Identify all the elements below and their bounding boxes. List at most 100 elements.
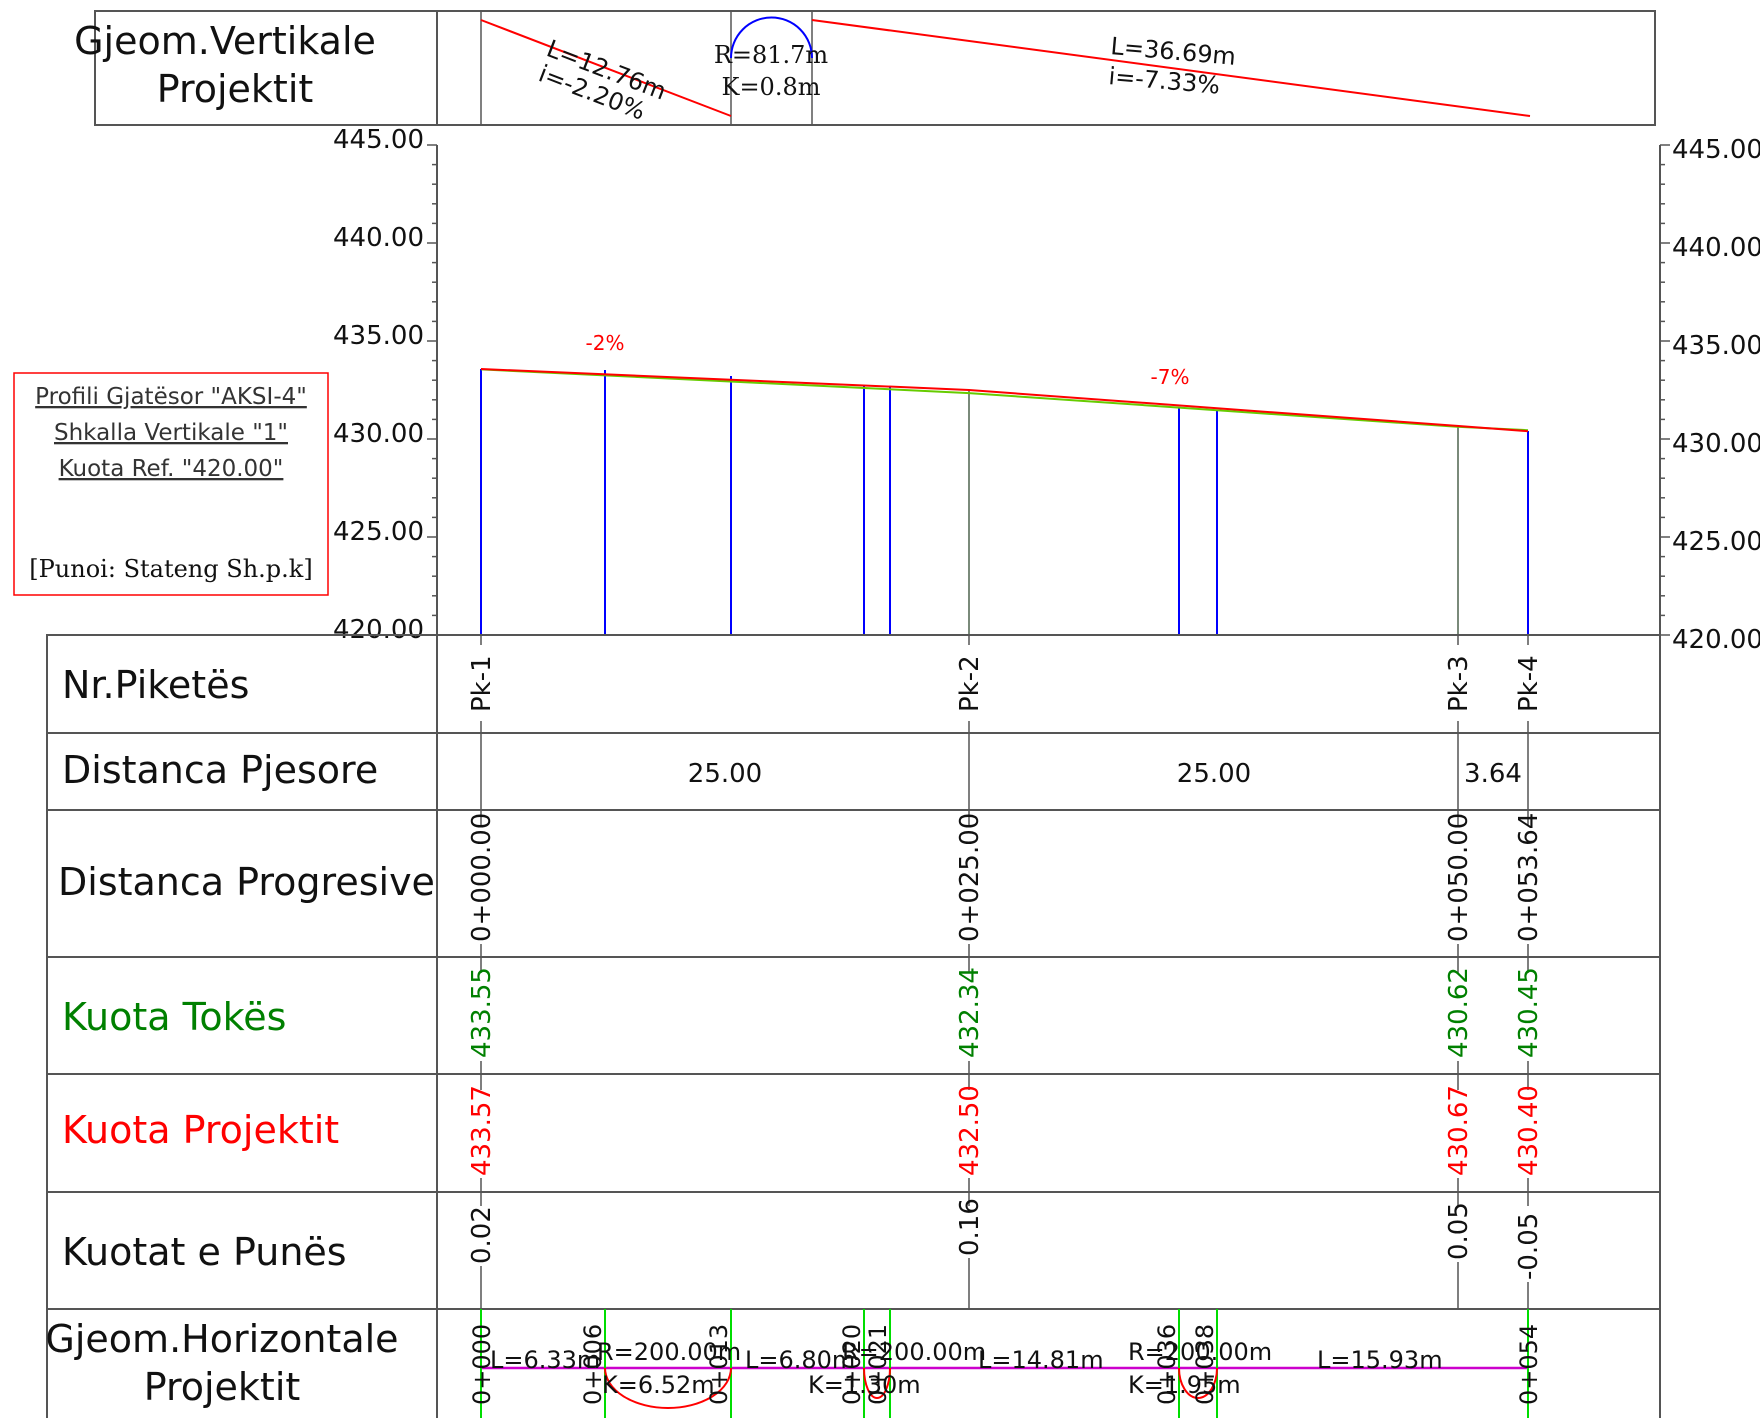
row-label-horizontale-1: Gjeom.Horizontale — [45, 1317, 398, 1361]
ground-level-labels: 433.55 432.34 430.62 430.45 — [467, 967, 1544, 1058]
ground-profile-line — [480, 368, 1529, 432]
data-table: Nr.Piketës Distanca Pjesore Distanca Pro… — [45, 634, 1661, 1418]
vertical-geometry-band: Gjeom.Vertikale Projektit L=12.76m i=-2.… — [74, 10, 1656, 126]
progressive-labels: 0+000.00 0+025.00 0+050.00 0+053.64 — [467, 813, 1544, 942]
curve-radius-1: R=200.00m — [597, 1338, 741, 1366]
y-tick-label-left: 420.00 — [333, 615, 424, 645]
pk-label: Pk-2 — [955, 655, 985, 712]
ground-level: 430.62 — [1444, 967, 1474, 1058]
y-tick-label-right: 440.00 — [1672, 233, 1760, 263]
y-tick-label-right: 425.00 — [1672, 527, 1760, 557]
tick-label-masks — [466, 645, 1543, 1282]
row-label-toke: Kuota Tokës — [62, 995, 286, 1039]
pk-label: Pk-4 — [1514, 655, 1544, 712]
partial-distance: 25.00 — [1177, 759, 1251, 789]
horizontal-curve-3 — [1178, 1367, 1218, 1399]
y-tick-label-right: 430.00 — [1672, 429, 1760, 459]
partial-distance: 25.00 — [688, 759, 762, 789]
profile-chart: 445.00 440.00 435.00 430.00 425.00 420.0… — [333, 125, 1760, 655]
row-label-horizontale-2: Projektit — [144, 1365, 301, 1409]
row-label-pune: Kuotat e Punës — [62, 1230, 347, 1274]
right-tick-labels: 445.00 440.00 435.00 430.00 425.00 420.0… — [1672, 135, 1760, 655]
work-level: -0.05 — [1514, 1213, 1544, 1280]
tangent-length-1: L=6.33m — [490, 1346, 600, 1374]
y-tick-label-left: 435.00 — [333, 321, 424, 351]
curve-radius-3: R=200.00m — [1128, 1338, 1272, 1366]
ground-level: 430.45 — [1514, 967, 1544, 1058]
partial-distance: 3.64 — [1464, 759, 1522, 789]
row-label-pjesore: Distanca Pjesore — [62, 748, 378, 792]
station-lines — [480, 369, 1529, 635]
left-tick-labels: 445.00 440.00 435.00 430.00 425.00 420.0… — [333, 125, 424, 645]
legend-box: Profili Gjatësor "AKSI-4" Shkalla Vertik… — [13, 372, 329, 596]
legend-author: [Punoi: Stateng Sh.p.k] — [29, 555, 312, 583]
horizontal-station: 0+021 — [864, 1324, 892, 1405]
horizontal-markers — [480, 1309, 1529, 1418]
table-frame — [46, 634, 1661, 1418]
legend-title: Profili Gjatësor "AKSI-4" — [35, 384, 307, 410]
pk-labels: Pk-1 Pk-2 Pk-3 Pk-4 — [467, 655, 1544, 712]
tangent-length-2: L=6.80m — [745, 1346, 855, 1374]
horizontal-station: 0+038 — [1191, 1324, 1219, 1405]
row-label-projekt: Kuota Projektit — [62, 1108, 339, 1152]
partial-distance-labels: 25.00 25.00 3.64 — [688, 759, 1522, 789]
tangent-length-4: L=15.93m — [1317, 1346, 1443, 1374]
design-level: 430.67 — [1444, 1085, 1474, 1176]
work-level: 0.02 — [467, 1206, 497, 1264]
design-level: 432.50 — [955, 1085, 985, 1176]
design-level: 433.57 — [467, 1085, 497, 1176]
pk-label: Pk-1 — [467, 655, 497, 712]
vertical-curve-arc — [730, 16, 813, 59]
horizontal-station-start: 0+000 — [468, 1324, 496, 1405]
vertical-curve-k: K=0.8m — [722, 73, 821, 101]
curve-k-3: K=1.95m — [1128, 1371, 1241, 1399]
curve-k-2: K=1.30m — [808, 1371, 921, 1399]
y-tick-label-left: 440.00 — [333, 223, 424, 253]
y-tick-label-left: 445.00 — [333, 125, 424, 155]
horizontal-curve-2 — [863, 1367, 891, 1399]
row-label-piketa: Nr.Piketës — [62, 663, 249, 707]
axis-ticks — [427, 144, 1670, 636]
pk-label: Pk-3 — [1444, 655, 1474, 712]
horizontal-station: 0+013 — [705, 1324, 733, 1405]
y-tick-label-right: 420.00 — [1672, 625, 1760, 655]
progressive-distance: 0+050.00 — [1444, 813, 1474, 942]
work-level: 0.16 — [955, 1198, 985, 1256]
grade-annotation-1: -2% — [586, 331, 625, 355]
progressive-distance: 0+025.00 — [955, 813, 985, 942]
design-level: 430.40 — [1514, 1085, 1544, 1176]
grade-line-1 — [480, 19, 732, 117]
ground-level: 433.55 — [467, 967, 497, 1058]
progressive-distance: 0+053.64 — [1514, 813, 1544, 942]
vgeo-label-line1: Gjeom.Vertikale — [74, 19, 376, 63]
curve-radius-2: R=200.00m — [842, 1338, 986, 1366]
horizontal-geometry-row: 0+000 0+054 0+006 0+013 0+020 0+021 0+03… — [468, 1309, 1543, 1418]
curve-k-1: K=6.52m — [602, 1371, 715, 1399]
ground-level: 432.34 — [955, 967, 985, 1058]
work-level-labels: 0.02 0.16 0.05 -0.05 — [467, 1198, 1544, 1280]
vertical-curve-radius: R=81.7m — [714, 41, 829, 69]
horizontal-station: 0+036 — [1153, 1324, 1181, 1405]
design-profile-line — [480, 368, 1529, 433]
row-label-progresive: Distanca Progresive — [58, 860, 435, 904]
horizontal-station: 0+020 — [838, 1324, 866, 1405]
vgeo-label-line2: Projektit — [157, 67, 314, 111]
work-level: 0.05 — [1444, 1202, 1474, 1260]
grade-line-2 — [811, 19, 1531, 117]
horizontal-curve-1 — [604, 1367, 732, 1409]
y-tick-label-left: 430.00 — [333, 419, 424, 449]
station-ticks — [480, 635, 1529, 1309]
design-level-labels: 433.57 432.50 430.67 430.40 — [467, 1085, 1544, 1176]
y-tick-label-right: 435.00 — [1672, 331, 1760, 361]
horizontal-station-end: 0+054 — [1515, 1324, 1543, 1405]
y-tick-label-right: 445.00 — [1672, 135, 1760, 165]
horizontal-station: 0+006 — [579, 1324, 607, 1405]
grade-annotation-2: -7% — [1151, 365, 1190, 389]
tangent-length-3: L=14.81m — [978, 1346, 1104, 1374]
progressive-distance: 0+000.00 — [467, 813, 497, 942]
vertical-geometry-frame — [94, 10, 1656, 126]
legend-vertical-scale: Shkalla Vertikale "1" — [54, 420, 288, 446]
y-tick-label-left: 425.00 — [333, 517, 424, 547]
legend-reference-level: Kuota Ref. "420.00" — [59, 456, 284, 482]
